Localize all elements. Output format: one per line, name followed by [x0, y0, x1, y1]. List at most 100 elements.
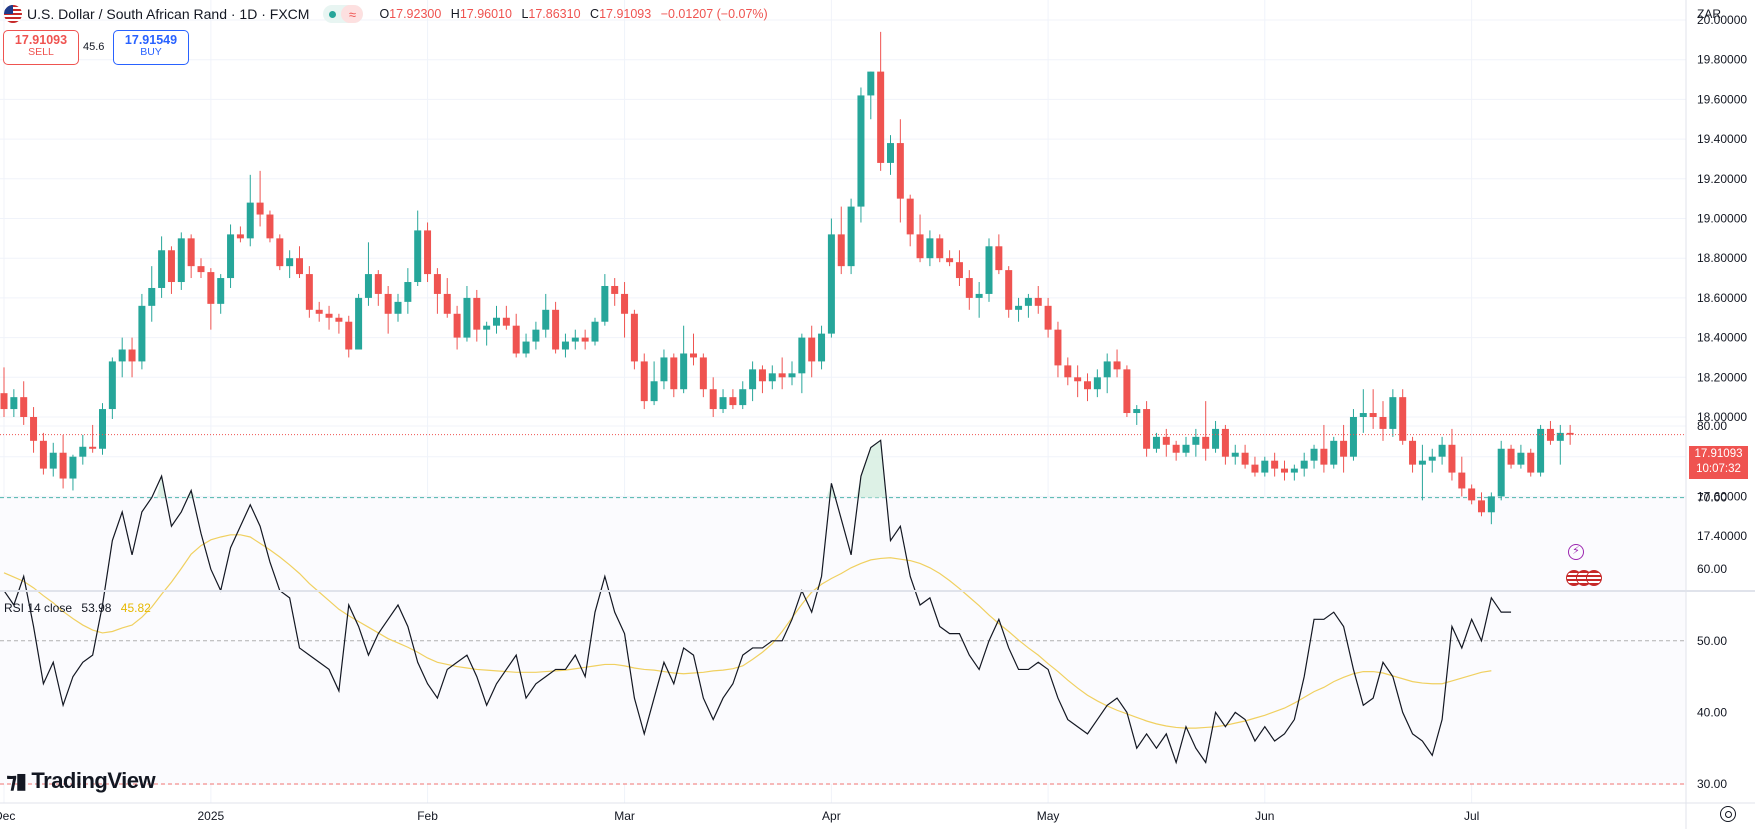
rsi-value: 53.98: [81, 601, 112, 615]
candle: [1300, 452, 1308, 477]
rsi-tick-label: 80.00: [1697, 419, 1727, 433]
candle-body: [867, 71, 875, 96]
buy-button[interactable]: 17.91549 BUY: [113, 30, 189, 65]
candle-body: [1024, 297, 1032, 306]
settings-gear-icon[interactable]: [1720, 806, 1736, 822]
candle-body: [305, 274, 313, 310]
candle-body: [1418, 460, 1426, 465]
candle: [699, 353, 707, 398]
candle: [463, 285, 471, 342]
symbol-title[interactable]: U.S. Dollar / South African Rand · 1D · …: [27, 6, 310, 22]
candle-body: [246, 202, 254, 239]
candle: [1005, 266, 1013, 318]
candle: [532, 321, 540, 350]
candle: [955, 250, 963, 286]
candle-body: [1330, 440, 1338, 465]
candle-body: [660, 357, 668, 382]
candle-body: [926, 238, 934, 259]
rsi-legend[interactable]: RSI 14 close 53.98 45.82: [4, 601, 151, 615]
candle: [1281, 460, 1288, 481]
candle: [384, 285, 392, 334]
candle-body: [138, 305, 146, 362]
candle: [158, 236, 166, 298]
candle-body: [1221, 428, 1229, 457]
candle-body: [739, 389, 747, 406]
rsi-ma-value: 45.82: [120, 601, 151, 615]
candle-body: [571, 337, 579, 342]
candle: [1152, 432, 1160, 453]
equal-approx-icon: ≈: [341, 5, 364, 23]
candle: [493, 305, 500, 334]
candle-body: [768, 373, 776, 382]
candle: [473, 289, 481, 342]
candle-body: [335, 317, 343, 322]
candle: [1143, 401, 1151, 457]
economic-event-flag-icon-3[interactable]: [1586, 570, 1602, 586]
candle: [975, 282, 983, 318]
candle: [552, 301, 560, 354]
candle: [1123, 365, 1131, 417]
candle-body: [79, 446, 87, 457]
candle: [946, 250, 954, 267]
price-tick-label: 20.00000: [1697, 13, 1747, 27]
candle: [187, 234, 195, 279]
candle: [571, 329, 579, 350]
tradingview-logo[interactable]: ⁊▮ TradingView: [6, 768, 156, 794]
candle-body: [1290, 468, 1298, 473]
candle: [542, 293, 550, 338]
candle: [1507, 444, 1515, 469]
candle: [690, 333, 697, 366]
rsi-tick-label: 30.00: [1697, 777, 1727, 791]
candle: [1517, 444, 1525, 469]
market-status-badge[interactable]: ≈: [323, 5, 364, 23]
price-tick-label: 18.60000: [1697, 291, 1747, 305]
candle-body: [552, 309, 560, 350]
candle-body: [670, 357, 678, 390]
candle: [1231, 444, 1239, 465]
candle: [995, 234, 1003, 275]
candle: [827, 218, 835, 338]
candle: [1261, 456, 1269, 477]
price-tick-label: 19.00000: [1697, 212, 1747, 226]
candle: [818, 325, 826, 370]
candle-body: [59, 452, 67, 479]
candle-body: [1113, 361, 1121, 370]
candle-body: [256, 202, 264, 215]
candle-body: [424, 230, 432, 275]
candle-body: [690, 353, 697, 358]
candle: [266, 210, 274, 243]
event-flash-icon[interactable]: ⚡: [1568, 544, 1584, 560]
candle: [1418, 444, 1426, 501]
candle-body: [561, 341, 569, 350]
buy-label: BUY: [140, 46, 162, 59]
candle: [424, 222, 432, 283]
change-value: −0.01207 (−0.07%): [660, 7, 768, 21]
candle-body: [532, 329, 540, 342]
candle-body: [108, 361, 116, 410]
candle: [837, 206, 845, 275]
candle: [1054, 321, 1062, 378]
candle-body: [581, 337, 589, 342]
sell-button[interactable]: 17.91093 SELL: [3, 30, 79, 65]
candle: [79, 434, 87, 465]
candle-body: [276, 238, 284, 267]
month-tick-label: Mar: [614, 809, 635, 823]
rsi-overbought-fill: [156, 476, 167, 498]
candle-body: [1458, 472, 1466, 489]
candle: [148, 266, 156, 322]
currency-selector[interactable]: ZAR: [1697, 7, 1721, 21]
candle-body: [1074, 377, 1082, 382]
candle-body: [778, 373, 786, 378]
candle: [749, 361, 757, 402]
chart-header: U.S. Dollar / South African Rand · 1D · …: [0, 0, 768, 28]
high-value: 17.96010: [459, 7, 512, 21]
candle-body: [1566, 432, 1574, 435]
candle-body: [965, 278, 973, 298]
candle: [433, 268, 441, 314]
candle-body: [955, 262, 963, 279]
candle-body: [374, 274, 382, 294]
candle-body: [1123, 369, 1131, 414]
candle: [1192, 428, 1200, 457]
candle: [1024, 293, 1032, 318]
